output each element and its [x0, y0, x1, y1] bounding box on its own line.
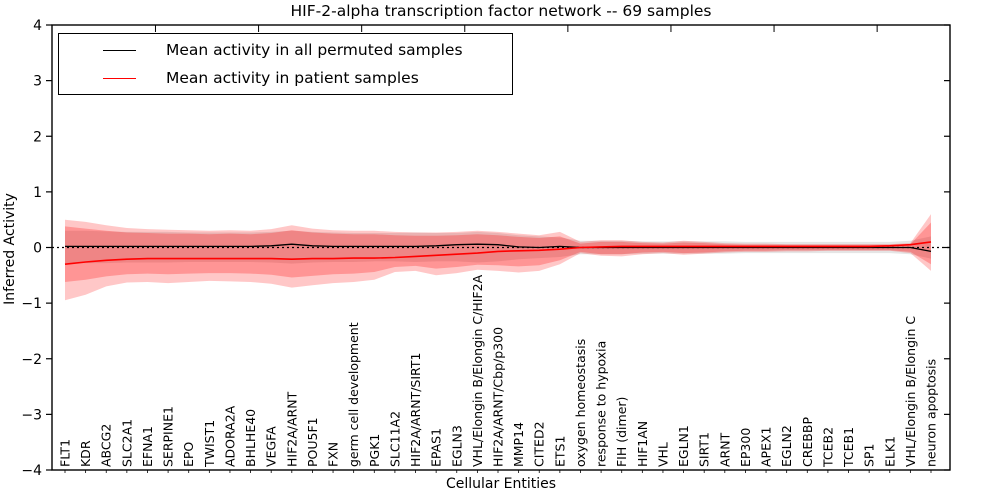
x-tick-label: SLC11A2 — [387, 411, 402, 467]
x-tick-label: ARNT — [717, 432, 732, 467]
x-tick-label: PGK1 — [367, 434, 382, 467]
x-tick-label: KDR — [78, 440, 93, 467]
patient-mean-line — [64, 241, 932, 265]
x-tick-label: EGLN3 — [449, 425, 464, 467]
y-tick-label: −1 — [21, 296, 42, 312]
x-tick-label: EPO — [181, 442, 196, 467]
permuted-mean-line — [65, 243, 932, 253]
x-tick-label: TWIST1 — [202, 420, 217, 468]
patient-line-swatch — [103, 77, 136, 79]
x-tick-label: neuron apoptosis — [924, 359, 939, 467]
x-tick-label: SIRT1 — [697, 432, 712, 467]
chart-title: HIF-2-alpha transcription factor network… — [290, 2, 712, 20]
x-tick-label: SLC2A1 — [119, 419, 134, 467]
y-tick-label: −3 — [21, 407, 42, 423]
x-tick-label: EPAS1 — [429, 428, 444, 467]
x-tick-label: germ cell development — [346, 322, 361, 467]
x-tick-label: APEX1 — [759, 426, 774, 467]
x-tick-label: BHLHE40 — [243, 409, 258, 467]
x-tick-label: SP1 — [862, 444, 877, 467]
x-axis-label: Cellular Entities — [445, 476, 557, 492]
x-tick-label: POU5F1 — [305, 417, 320, 467]
x-tick-label: HIF2A/ARNT/SIRT1 — [408, 353, 423, 467]
x-tick-label: EGLN1 — [676, 425, 691, 467]
x-tick-label: HIF1AN — [635, 421, 650, 467]
x-tick-label: MMP14 — [511, 422, 526, 467]
x-tick-label: ADORA2A — [222, 405, 237, 467]
x-tick-label: EGLN2 — [779, 425, 794, 467]
y-tick-label: 3 — [33, 74, 42, 90]
x-tick-label: VEGFA — [264, 426, 279, 467]
x-tick-label: ETS1 — [552, 436, 567, 467]
x-tick-label: TCEB2 — [820, 427, 835, 468]
y-tick-label: −2 — [21, 352, 42, 368]
x-tick-label: FLT1 — [58, 439, 73, 467]
y-tick-label: 2 — [33, 129, 42, 145]
x-tick-label: CITED2 — [532, 421, 547, 467]
x-tick-label: HIF2A/ARNT — [284, 391, 299, 467]
y-axis-label: Inferred Activity — [2, 193, 18, 305]
x-tick-label: response to hypoxia — [594, 341, 609, 467]
legend-label-patient: Mean activity in patient samples — [166, 69, 419, 87]
x-tick-label: SERPINE1 — [161, 406, 176, 467]
x-tick-label: FXN — [326, 442, 341, 467]
y-tick-label: −4 — [21, 463, 42, 479]
x-tick-label: CREBBP — [800, 417, 815, 467]
x-tick-label: EFNA1 — [140, 426, 155, 467]
y-tick-label: 1 — [33, 185, 42, 201]
legend-label-permuted: Mean activity in all permuted samples — [166, 41, 463, 59]
patient-band-inner — [65, 222, 931, 282]
legend-item-patient: Mean activity in patient samples — [59, 64, 512, 92]
x-tick-label: VHL/Elongin B/Elongin C — [903, 316, 918, 467]
x-tick-label: EP300 — [738, 428, 753, 467]
x-tick-label: VHL/Elongin B/Elongin C/HIF2A — [470, 274, 485, 467]
x-tick-label: ELK1 — [882, 436, 897, 467]
legend-item-permuted: Mean activity in all permuted samples — [59, 36, 512, 64]
y-tick-label: 4 — [33, 18, 42, 34]
y-tick-label: 0 — [33, 241, 42, 257]
x-tick-label: ABCG2 — [99, 424, 114, 467]
x-tick-label: oxygen homeostasis — [573, 339, 588, 467]
x-tick-label: VHL — [655, 442, 670, 467]
x-tick-label: FIH (dimer) — [614, 397, 629, 467]
legend: Mean activity in all permuted samples Me… — [58, 33, 513, 95]
x-tick-label: TCEB1 — [841, 427, 856, 468]
x-tick-label: HIF2A/ARNT/Cbp/p300 — [491, 327, 506, 467]
patient-band-outer — [65, 214, 931, 301]
permuted-line-swatch — [103, 49, 136, 51]
